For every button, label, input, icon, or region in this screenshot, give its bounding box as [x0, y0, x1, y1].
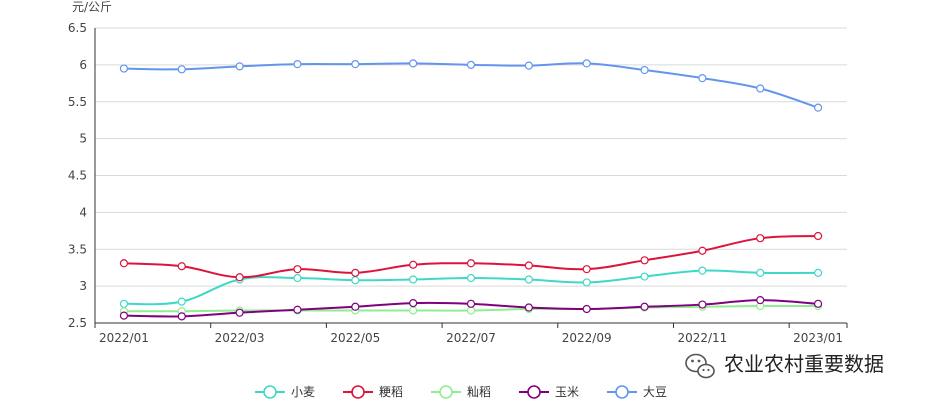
legend-label: 粳稻: [379, 385, 403, 399]
x-tick-label: 2022/05: [330, 331, 380, 345]
x-tick-label: 2022/01: [99, 331, 149, 345]
data-point[interactable]: [177, 297, 186, 306]
data-point[interactable]: [756, 84, 765, 93]
data-point[interactable]: [293, 60, 302, 69]
y-tick-label: 3: [79, 279, 87, 293]
data-point[interactable]: [409, 275, 418, 284]
legend-label: 大豆: [643, 385, 667, 399]
y-tick-label: 6.5: [68, 21, 87, 35]
data-point[interactable]: [235, 308, 244, 317]
data-point[interactable]: [756, 234, 765, 243]
data-point[interactable]: [582, 304, 591, 314]
data-point[interactable]: [698, 246, 707, 255]
legend-item[interactable]: 玉米: [519, 385, 579, 399]
data-point[interactable]: [293, 273, 302, 283]
data-point[interactable]: [582, 265, 591, 274]
watermark-text: 农业农村重要数据: [724, 352, 884, 376]
data-point[interactable]: [293, 265, 302, 274]
data-point[interactable]: [582, 59, 591, 68]
data-point[interactable]: [640, 272, 649, 281]
data-point[interactable]: [524, 303, 533, 312]
data-point[interactable]: [813, 299, 823, 308]
x-tick-label: 2023/01: [793, 331, 843, 345]
data-point[interactable]: [813, 231, 823, 241]
data-point[interactable]: [466, 299, 476, 308]
series-5: [119, 59, 823, 112]
data-point[interactable]: [351, 60, 360, 69]
x-tick-label: 2022/11: [677, 331, 727, 345]
x-tick-label: 2022/09: [562, 331, 612, 345]
series-line: [123, 62, 819, 109]
y-tick-label: 4: [79, 205, 87, 219]
data-point[interactable]: [640, 256, 649, 265]
data-point[interactable]: [466, 273, 476, 283]
data-point[interactable]: [119, 311, 129, 320]
data-point[interactable]: [466, 259, 476, 268]
data-point[interactable]: [177, 65, 186, 74]
data-point[interactable]: [235, 273, 244, 282]
legend-marker: [439, 385, 453, 399]
series-4: [119, 296, 823, 321]
legend-label: 籼稻: [467, 385, 491, 399]
data-point[interactable]: [640, 302, 649, 311]
data-point[interactable]: [351, 302, 360, 311]
data-point[interactable]: [466, 60, 476, 69]
data-point[interactable]: [409, 260, 418, 269]
legend-label: 玉米: [555, 385, 579, 399]
series-lines: [119, 59, 823, 321]
legend-item[interactable]: 籼稻: [431, 385, 491, 399]
y-tick-label: 5: [79, 132, 87, 146]
legend-marker: [263, 385, 277, 399]
data-point[interactable]: [698, 74, 707, 83]
x-axis: 2022/01 2022/03 2022/05 2022/07 2022/09 2022/…: [94, 322, 848, 345]
watermark: 农业农村重要数据: [685, 352, 884, 379]
data-point[interactable]: [119, 64, 129, 73]
data-point[interactable]: [177, 262, 186, 271]
data-point[interactable]: [351, 268, 360, 277]
data-point[interactable]: [756, 268, 765, 277]
legend-item[interactable]: 大豆: [607, 385, 667, 399]
legend-marker: [615, 385, 629, 399]
series-2: [119, 231, 823, 282]
legend-item[interactable]: 粳稻: [343, 385, 403, 399]
wechat-icon: [685, 353, 715, 379]
y-axis-label: 元/公斤: [72, 0, 112, 14]
data-point[interactable]: [119, 299, 129, 308]
data-point[interactable]: [409, 298, 418, 308]
data-point[interactable]: [698, 300, 707, 309]
x-tick-label: 2022/03: [215, 331, 265, 345]
data-point[interactable]: [524, 61, 533, 70]
x-tick-label: 2022/07: [446, 331, 496, 345]
data-point[interactable]: [756, 296, 765, 305]
data-point[interactable]: [582, 278, 591, 287]
y-tick-label: 4.5: [68, 169, 87, 183]
legend-label: 小麦: [291, 385, 315, 399]
data-point[interactable]: [524, 261, 533, 270]
data-point[interactable]: [698, 266, 707, 275]
data-point[interactable]: [813, 268, 823, 277]
legend-marker: [527, 385, 541, 399]
y-tick-label: 5.5: [68, 95, 87, 109]
grid-lines: [95, 27, 847, 287]
data-point[interactable]: [524, 275, 533, 284]
y-axis: 2.5 3 3.5 4 4.5 5 5.5 6 6.5: [68, 21, 96, 330]
data-point[interactable]: [409, 306, 418, 315]
data-point[interactable]: [119, 259, 129, 268]
legend: 小麦 粳稻 籼稻 玉米 大豆: [255, 385, 667, 399]
data-point[interactable]: [409, 59, 418, 68]
data-point[interactable]: [466, 306, 476, 315]
y-tick-label: 6: [79, 58, 87, 72]
data-point[interactable]: [813, 103, 823, 112]
data-point[interactable]: [293, 305, 302, 314]
data-point[interactable]: [351, 276, 360, 285]
legend-item[interactable]: 小麦: [255, 385, 315, 399]
y-tick-label: 2.5: [68, 316, 87, 330]
data-point[interactable]: [235, 62, 244, 71]
data-point[interactable]: [177, 312, 186, 321]
data-point[interactable]: [640, 65, 649, 75]
y-tick-label: 3.5: [68, 242, 87, 256]
legend-marker: [351, 385, 365, 399]
